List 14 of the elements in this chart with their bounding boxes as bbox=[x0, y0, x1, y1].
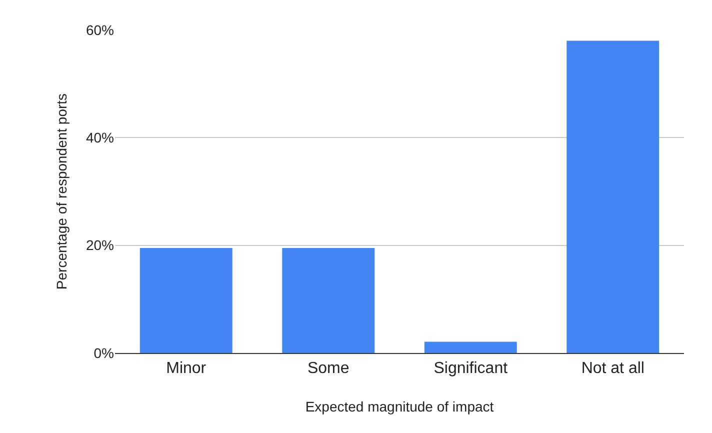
bar bbox=[140, 248, 232, 353]
x-tick-label: Minor bbox=[166, 360, 207, 378]
x-axis-title: Expected magnitude of impact bbox=[305, 398, 494, 414]
y-tick-label: 60% bbox=[86, 22, 114, 38]
x-tick-label: Some bbox=[307, 360, 350, 378]
y-tick-label: 40% bbox=[86, 130, 114, 146]
y-tick-label: 0% bbox=[94, 344, 114, 361]
bar bbox=[424, 342, 517, 353]
bar bbox=[566, 40, 660, 353]
x-tick-label: Significant bbox=[434, 360, 508, 378]
y-tick-label: 20% bbox=[86, 237, 114, 254]
bar bbox=[282, 248, 375, 353]
x-tick-label: Not at all bbox=[581, 360, 644, 378]
y-axis-title: Percentage of respondent ports bbox=[54, 93, 70, 290]
